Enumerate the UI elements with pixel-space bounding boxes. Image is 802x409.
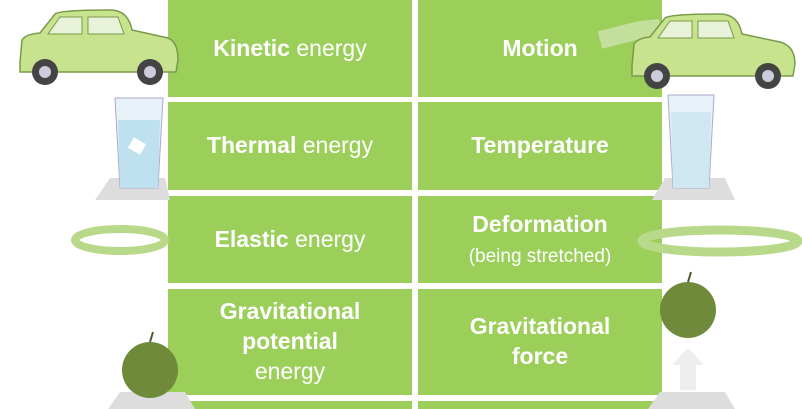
band-icon xyxy=(75,229,165,251)
slide: Kinetic energy Motion Thermal energy Tem… xyxy=(0,0,802,409)
illustrations xyxy=(0,0,802,409)
apple-icon xyxy=(108,332,195,409)
glass-icon xyxy=(95,98,170,200)
apple-icon xyxy=(660,272,716,338)
arrow-icon xyxy=(648,348,735,409)
car-icon xyxy=(20,10,178,85)
band-icon xyxy=(642,230,798,252)
car-icon xyxy=(600,14,795,89)
glass-icon xyxy=(652,95,735,200)
